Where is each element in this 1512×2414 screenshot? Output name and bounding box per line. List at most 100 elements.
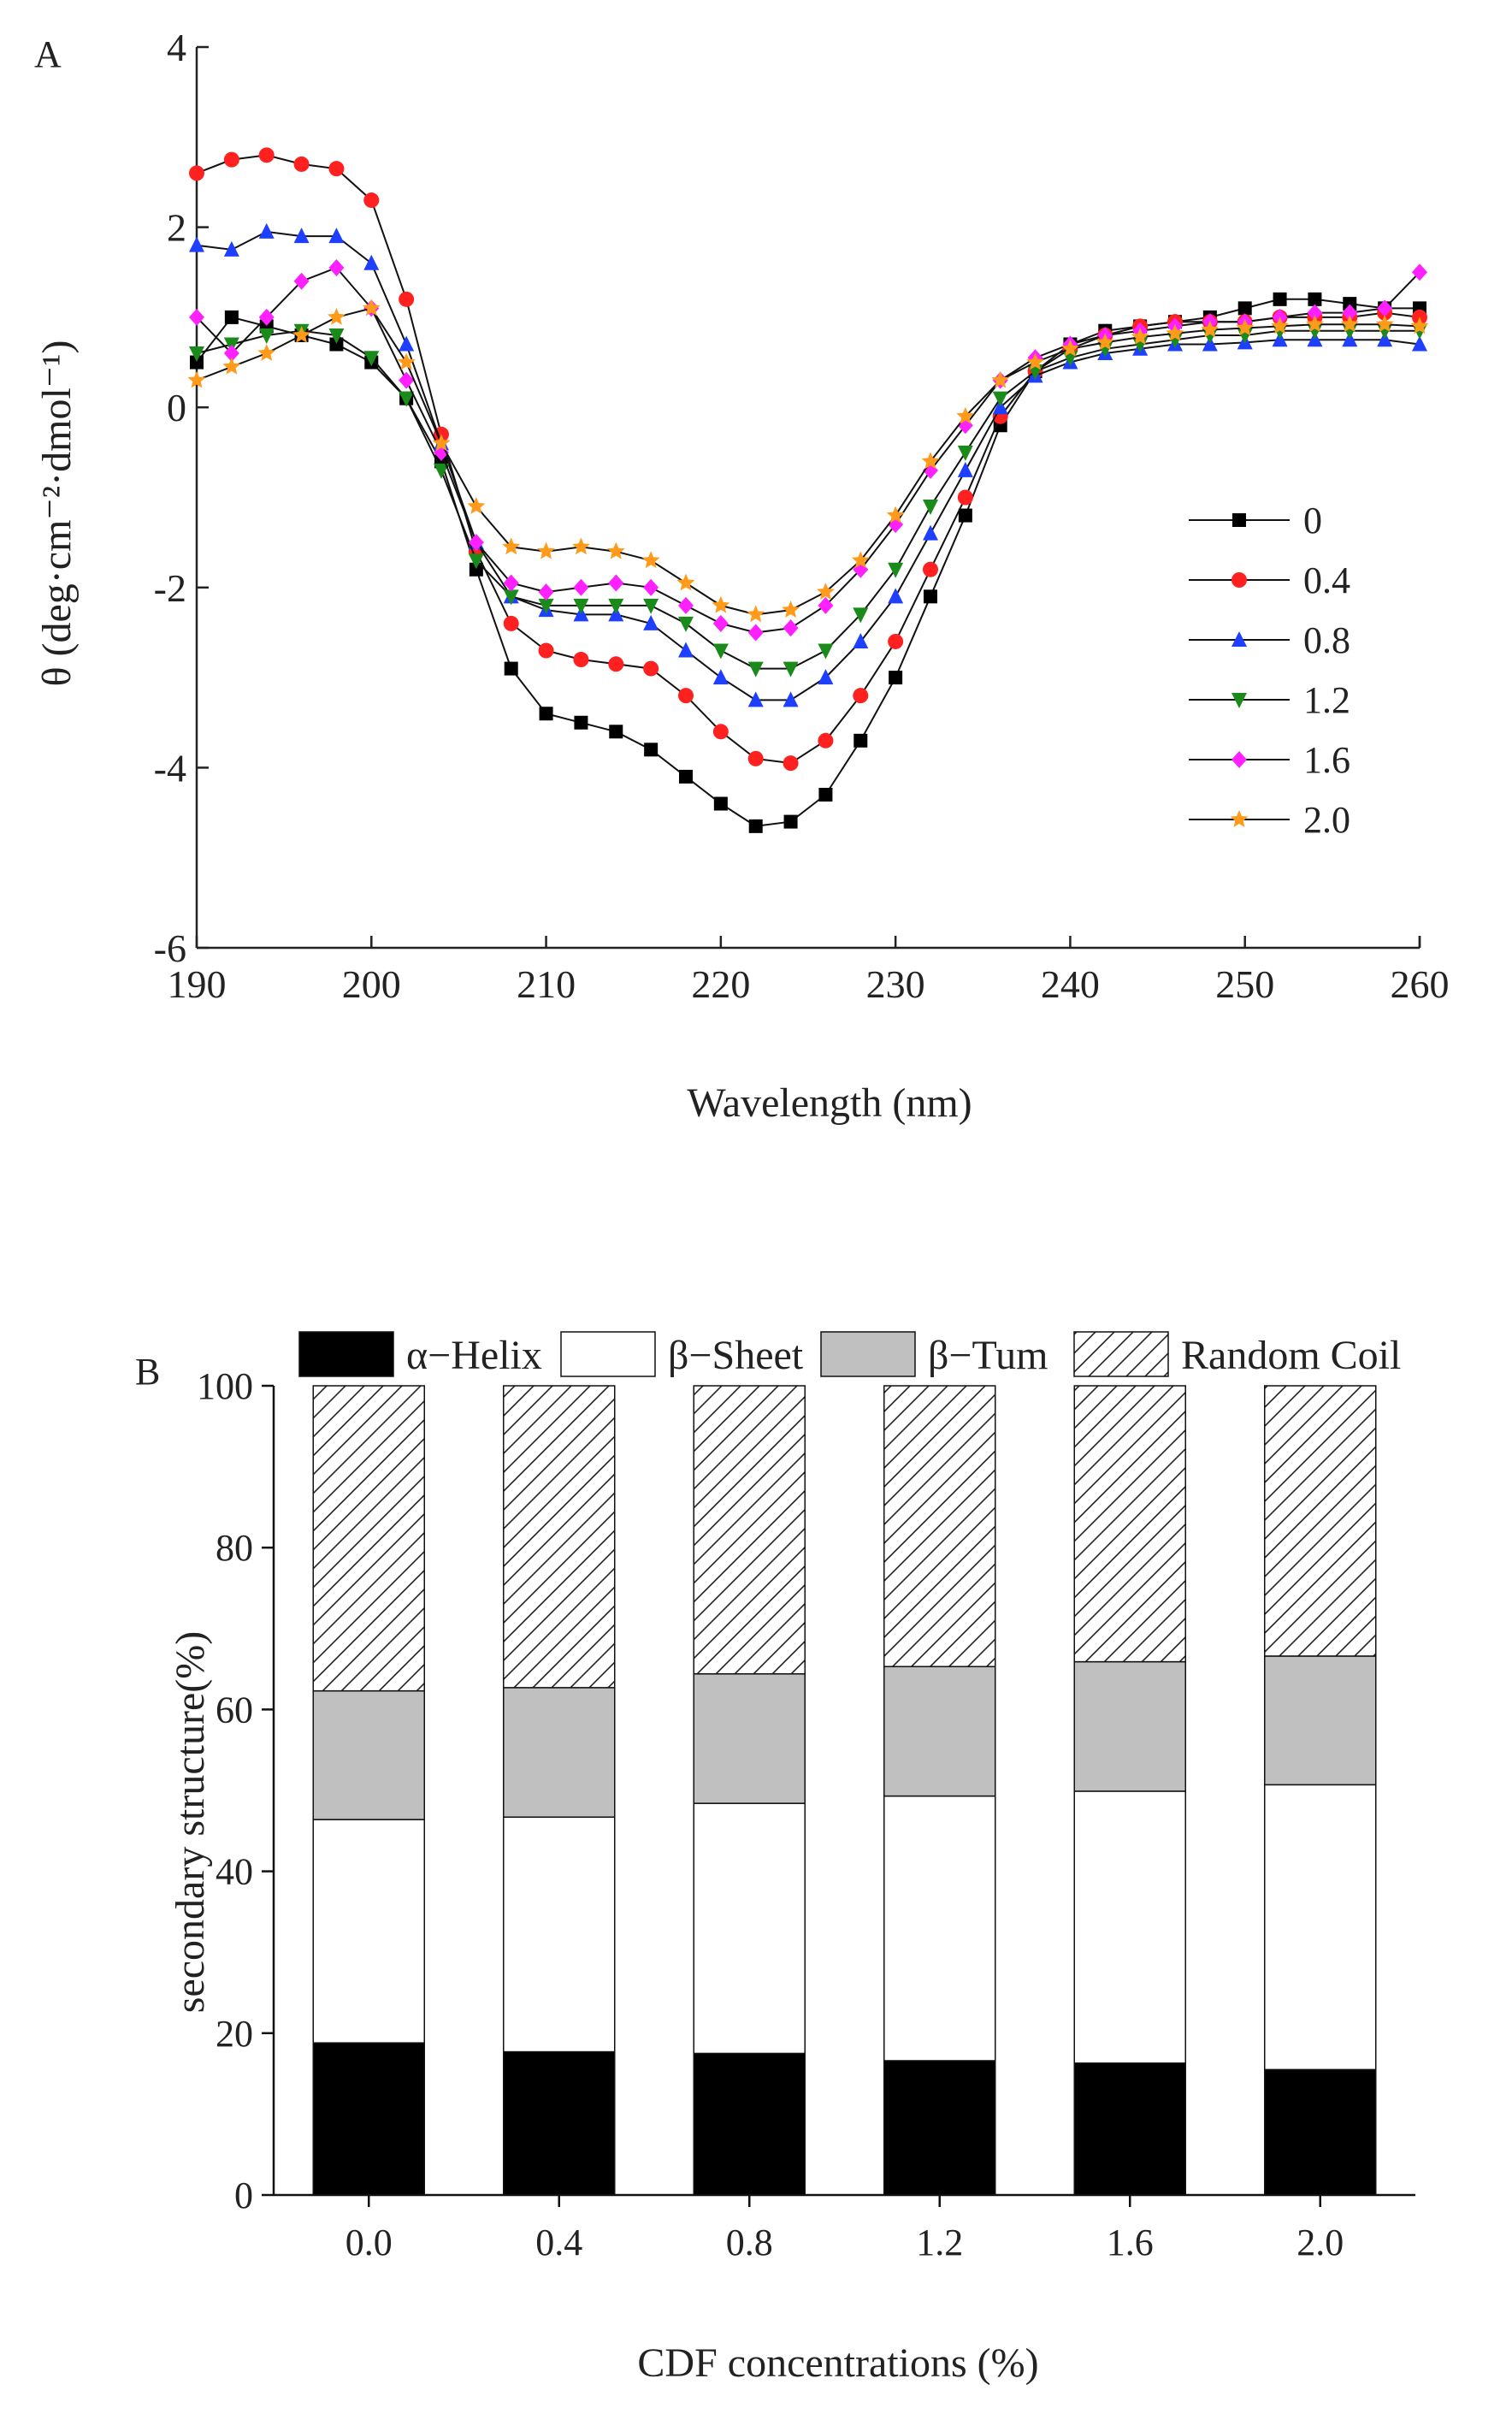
a-legend-item: 2.0 xyxy=(1189,799,1350,841)
a-legend-marker xyxy=(1232,513,1246,527)
a-data-point xyxy=(1096,333,1114,351)
a-data-point xyxy=(783,755,799,772)
b-y-tick-label: 80 xyxy=(216,1527,253,1569)
a-series-line xyxy=(196,298,1420,827)
a-data-point xyxy=(1308,292,1322,306)
b-bar-segment xyxy=(312,1385,425,1692)
b-legend-swatch xyxy=(560,1331,656,1377)
a-data-point xyxy=(818,643,834,660)
a-data-point xyxy=(747,624,764,642)
panel-b-label: B xyxy=(135,1351,160,1393)
a-x-tick-label: 200 xyxy=(342,962,401,1006)
a-y-tick-label: 0 xyxy=(167,386,186,429)
a-data-point xyxy=(573,578,589,596)
a-data-point xyxy=(363,351,380,367)
b-bar-segment xyxy=(1264,1784,1377,2071)
panel-a-legend: 0 0.4 0.8 1.2 1.6 2.0 xyxy=(1189,500,1350,841)
a-data-point xyxy=(853,607,869,624)
a-data-point xyxy=(223,240,239,257)
b-bar-stack-0.0 xyxy=(312,1385,425,2196)
a-data-point xyxy=(574,715,588,730)
a-series-line xyxy=(196,329,1420,670)
panel-b-stacked-bar-chart: B α−Helix β−Sheet β−Tum Random Coil 0 20 40 60… xyxy=(135,1331,1415,2386)
b-bar-stack-1.6 xyxy=(1073,1385,1186,2196)
a-y-tick-label: 2 xyxy=(167,206,186,250)
a-data-point xyxy=(678,616,694,632)
a-data-point xyxy=(1061,339,1079,357)
a-data-point xyxy=(363,192,380,209)
a-data-point xyxy=(189,165,204,181)
a-data-point xyxy=(1271,317,1289,334)
a-data-point xyxy=(958,508,972,523)
a-legend-item: 0.4 xyxy=(1189,559,1350,601)
a-data-point xyxy=(573,598,589,614)
a-data-point xyxy=(292,326,310,343)
b-x-tick-label: 0.8 xyxy=(726,2222,773,2263)
b-bar-segment xyxy=(1264,1655,1377,1786)
a-y-tick-label: -2 xyxy=(154,566,186,610)
a-data-point xyxy=(992,391,1008,407)
a-series-0.8 xyxy=(189,222,1427,707)
a-legend-marker xyxy=(1230,810,1249,827)
a-x-tick-label: 240 xyxy=(1041,962,1100,1006)
b-bar-segment xyxy=(883,1385,996,1668)
a-data-point xyxy=(329,337,344,352)
b-bar-segment xyxy=(1073,1790,1186,2064)
a-data-point xyxy=(1342,304,1358,322)
a-x-tick-label: 260 xyxy=(1391,962,1450,1006)
a-data-point xyxy=(923,561,938,577)
b-legend-item: Random Coil xyxy=(1073,1331,1401,1378)
b-bar-segment xyxy=(693,1802,806,2055)
a-data-point xyxy=(643,660,659,677)
b-legend-item: β−Tum xyxy=(820,1331,1048,1378)
a-data-point xyxy=(257,344,276,361)
a-data-point xyxy=(503,589,519,606)
a-data-point xyxy=(503,615,519,631)
a-data-point xyxy=(818,787,833,802)
a-data-point xyxy=(258,147,275,163)
a-data-point xyxy=(783,691,799,707)
a-data-point xyxy=(399,335,415,352)
a-data-point xyxy=(818,596,834,614)
a-data-point xyxy=(712,669,729,685)
a-data-point xyxy=(572,537,590,555)
a-data-point xyxy=(643,598,659,614)
a-legend-label: 0.4 xyxy=(1303,559,1350,601)
a-x-tick-label: 210 xyxy=(517,962,576,1006)
a-legend-item: 1.6 xyxy=(1189,739,1350,781)
a-data-point xyxy=(258,308,275,326)
a-legend-item: 0 xyxy=(1189,500,1322,541)
a-series-0.4 xyxy=(189,147,1427,772)
a-series-1.2 xyxy=(189,323,1427,677)
a-data-point xyxy=(783,619,799,637)
a-data-point xyxy=(1131,328,1149,345)
a-data-point xyxy=(399,371,415,389)
a-data-point xyxy=(573,652,589,668)
a-data-point xyxy=(783,661,799,677)
a-data-point xyxy=(678,642,694,658)
panel-b-x-axis-title: CDF concentrations (%) xyxy=(637,2340,1038,2386)
a-data-point xyxy=(608,598,624,614)
a-data-point xyxy=(889,671,903,685)
b-x-tick-label: 2.0 xyxy=(1296,2222,1344,2263)
a-legend-item: 0.8 xyxy=(1189,619,1350,661)
b-x-tick-label: 0.4 xyxy=(535,2222,582,2263)
b-bar-segment xyxy=(883,1666,996,1797)
a-data-point xyxy=(1340,315,1359,333)
a-data-point xyxy=(643,614,659,630)
a-data-point xyxy=(293,156,310,172)
a-data-point xyxy=(1375,315,1394,333)
a-data-point xyxy=(853,733,868,748)
a-data-point xyxy=(1166,323,1184,341)
b-bar-segment xyxy=(503,1816,616,2053)
a-data-point xyxy=(991,370,1010,388)
a-data-point xyxy=(223,151,239,168)
a-data-point xyxy=(608,574,624,592)
a-data-point xyxy=(1306,315,1324,333)
a-data-point xyxy=(258,328,275,344)
a-data-point xyxy=(643,578,659,596)
a-data-point xyxy=(293,228,310,244)
b-bar-stack-2.0 xyxy=(1264,1385,1377,2196)
a-data-point xyxy=(818,732,834,748)
a-data-point xyxy=(224,310,239,324)
